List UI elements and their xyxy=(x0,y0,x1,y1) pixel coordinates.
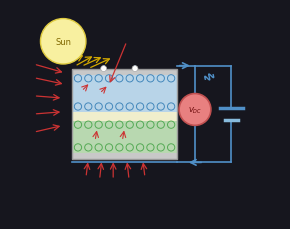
Bar xyxy=(72,153,177,160)
Bar xyxy=(72,69,177,76)
Circle shape xyxy=(179,94,211,126)
Text: $V_{DC}$: $V_{DC}$ xyxy=(188,105,202,115)
Bar xyxy=(72,122,177,153)
Circle shape xyxy=(101,66,107,72)
Bar xyxy=(72,76,177,113)
Circle shape xyxy=(132,66,138,72)
Text: Sun: Sun xyxy=(55,38,71,46)
Bar xyxy=(72,69,177,160)
Circle shape xyxy=(41,19,86,65)
Bar xyxy=(72,113,177,122)
